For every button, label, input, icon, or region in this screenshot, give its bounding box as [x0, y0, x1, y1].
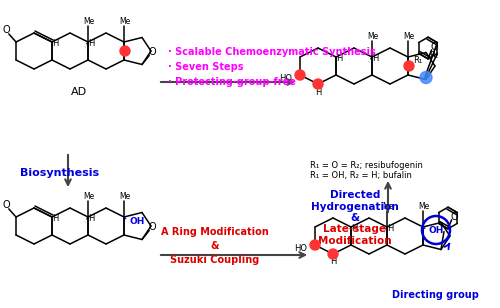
Text: Biosynthesis: Biosynthesis: [20, 168, 99, 178]
Circle shape: [120, 46, 130, 56]
Text: Me: Me: [418, 202, 430, 211]
Text: R₂: R₂: [430, 51, 438, 60]
Text: · Seven Steps: · Seven Steps: [168, 62, 244, 72]
Text: Me: Me: [120, 17, 130, 26]
Text: Me: Me: [404, 32, 414, 41]
Text: Me: Me: [84, 192, 94, 201]
Text: H: H: [387, 224, 393, 233]
Text: Suzuki Coupling: Suzuki Coupling: [170, 255, 260, 265]
Text: H: H: [88, 38, 94, 47]
Text: &: &: [211, 241, 219, 251]
Text: Me: Me: [382, 202, 394, 211]
Text: · Protecting-group-free: · Protecting-group-free: [168, 77, 296, 87]
Text: Modification: Modification: [318, 236, 392, 246]
Text: Directed: Directed: [330, 190, 380, 200]
Circle shape: [310, 240, 320, 250]
Text: H: H: [52, 38, 58, 47]
Text: H: H: [88, 213, 94, 222]
Text: H: H: [351, 224, 357, 233]
Text: AD: AD: [71, 87, 87, 96]
Text: H: H: [372, 54, 378, 63]
Text: O: O: [450, 212, 458, 222]
Text: &: &: [350, 213, 360, 223]
Text: O: O: [148, 222, 156, 232]
Text: R₁: R₁: [414, 55, 422, 64]
Circle shape: [295, 70, 305, 80]
Text: OH: OH: [428, 225, 444, 234]
Text: H: H: [336, 54, 342, 63]
Circle shape: [313, 79, 323, 89]
Text: Me: Me: [120, 192, 130, 201]
Circle shape: [404, 61, 414, 71]
Text: O: O: [148, 47, 156, 57]
Text: Me: Me: [368, 32, 378, 41]
Circle shape: [328, 249, 338, 259]
Text: Me: Me: [84, 17, 94, 26]
Text: · Scalable Chemoenzymatic Synthesis: · Scalable Chemoenzymatic Synthesis: [168, 47, 376, 57]
Text: O: O: [430, 42, 438, 52]
Text: O: O: [2, 25, 10, 35]
Circle shape: [420, 71, 432, 83]
Text: H: H: [330, 257, 336, 266]
Text: HO: HO: [294, 244, 308, 253]
Text: O: O: [2, 200, 10, 210]
Text: H: H: [52, 213, 58, 222]
Text: Late-stage: Late-stage: [324, 224, 386, 234]
Text: R₁ = O = R₂; resibufogenin: R₁ = O = R₂; resibufogenin: [310, 160, 423, 169]
Text: Directing group: Directing group: [392, 290, 478, 300]
Text: R₁ = OH, R₂ = H; bufalin: R₁ = OH, R₂ = H; bufalin: [310, 171, 412, 180]
Text: Hydrogenation: Hydrogenation: [311, 202, 399, 212]
Text: OH: OH: [130, 217, 144, 225]
Text: HO: HO: [280, 74, 292, 83]
Text: H: H: [315, 87, 321, 96]
Text: A Ring Modification: A Ring Modification: [161, 227, 269, 237]
